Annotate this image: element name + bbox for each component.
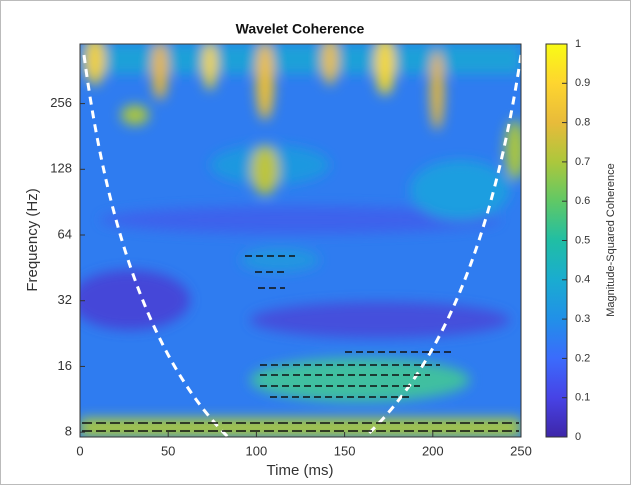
- colorbar-tick-label: 0.1: [575, 392, 590, 404]
- x-axis-label: Time (ms): [267, 462, 334, 479]
- heatmap: [80, 44, 521, 437]
- y-tick-label: 32: [58, 292, 72, 307]
- colorbar-tick-label: 0: [575, 431, 581, 443]
- x-tick-label: 50: [161, 443, 175, 458]
- colorbar-tick-label: 1: [575, 38, 581, 50]
- colorbar-label: Magnitude-Squared Coherence: [605, 163, 617, 317]
- x-tick-label: 0: [76, 443, 83, 458]
- chart-title: Wavelet Coherence: [236, 21, 365, 37]
- colorbar-tick-label: 0.5: [575, 234, 590, 246]
- colorbar-tick-label: 0.3: [575, 313, 590, 325]
- y-axis-label: Frequency (Hz): [24, 188, 41, 291]
- colorbar-tick-label: 0.8: [575, 117, 590, 129]
- y-tick-label: 16: [58, 358, 72, 373]
- colorbar-tick-label: 0.7: [575, 156, 590, 168]
- colorbar-tick-label: 0.6: [575, 195, 590, 207]
- plot-border: [79, 43, 522, 438]
- y-tick-label: 8: [65, 424, 72, 439]
- x-tick-label: 250: [510, 443, 532, 458]
- y-tick-label: 128: [50, 161, 72, 176]
- colorbar-tick-label: 0.4: [575, 274, 590, 286]
- x-tick-label: 100: [246, 443, 268, 458]
- colorbar-tick-label: 0.9: [575, 77, 590, 89]
- colorbar-tick-label: 0.2: [575, 352, 590, 364]
- y-tick-label: 256: [50, 95, 72, 110]
- x-tick-label: 150: [334, 443, 356, 458]
- y-tick-label: 64: [58, 226, 72, 241]
- x-tick-label: 200: [422, 443, 444, 458]
